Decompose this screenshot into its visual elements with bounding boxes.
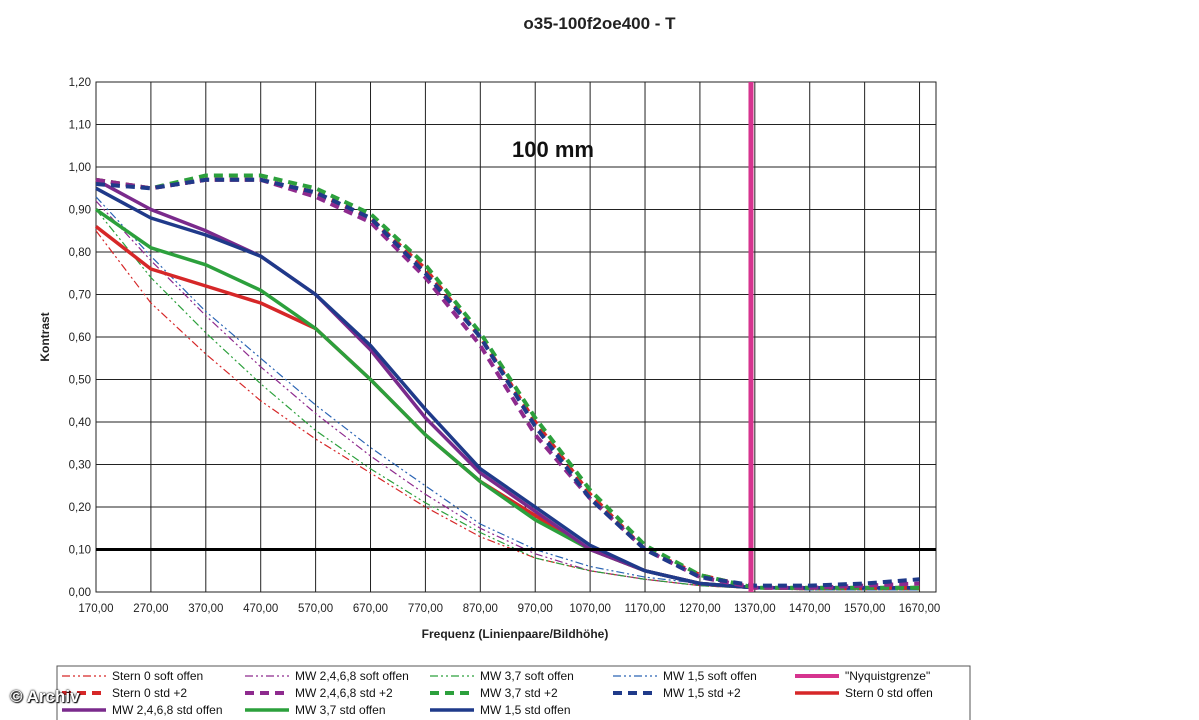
series-line bbox=[95, 196, 920, 591]
y-tick-label: 1,10 bbox=[69, 120, 91, 132]
x-tick-label: 1370,00 bbox=[734, 603, 776, 615]
legend-label: MW 2,4,6,8 std offen bbox=[112, 703, 223, 717]
series-lines bbox=[94, 173, 920, 591]
y-tick-label: 0,80 bbox=[69, 247, 91, 259]
legend-label: MW 2,4,6,8 soft offen bbox=[295, 669, 409, 683]
y-tick-label: 0,40 bbox=[69, 417, 91, 429]
chart-annotation: 100 mm bbox=[512, 137, 594, 162]
legend-label: Stern 0 std +2 bbox=[112, 686, 187, 700]
legend-label: MW 3,7 std offen bbox=[295, 703, 386, 717]
y-tick-label: 0,00 bbox=[69, 587, 91, 599]
y-tick-label: 0,70 bbox=[69, 290, 91, 302]
y-tick-label: 0,60 bbox=[69, 332, 91, 344]
y-tick-label: 0,30 bbox=[69, 460, 91, 472]
legend-label: MW 1,5 std +2 bbox=[663, 686, 741, 700]
series-line bbox=[95, 200, 920, 591]
x-tick-label: 870,00 bbox=[463, 603, 498, 615]
x-tick-label: 370,00 bbox=[188, 603, 223, 615]
x-tick-label: 1170,00 bbox=[625, 603, 666, 615]
x-tick-label: 1570,00 bbox=[844, 603, 886, 615]
x-tick-label: 1070,00 bbox=[569, 603, 611, 615]
tick-labels: 170,00 270,00 370,00 470,00 570,00 670,00 770,… bbox=[69, 77, 941, 615]
x-tick-label: 670,00 bbox=[353, 603, 388, 615]
series-line bbox=[95, 209, 920, 591]
series-line bbox=[95, 177, 920, 588]
x-tick-label: 1670,00 bbox=[899, 603, 941, 615]
y-tick-label: 1,00 bbox=[69, 162, 91, 174]
x-tick-label: 270,00 bbox=[133, 603, 168, 615]
y-tick-label: 0,10 bbox=[69, 545, 91, 557]
legend-label: Stern 0 std offen bbox=[845, 686, 933, 700]
x-tick-label: 170,00 bbox=[78, 603, 113, 615]
y-tick-label: 1,20 bbox=[69, 77, 91, 89]
legend-label: MW 1,5 soft offen bbox=[663, 669, 757, 683]
x-axis-label: Frequenz (Linienpaare/Bildhöhe) bbox=[422, 627, 609, 641]
y-tick-label: 0,90 bbox=[69, 205, 91, 217]
legend-label: MW 1,5 std offen bbox=[480, 703, 571, 717]
legend-label: MW 3,7 std +2 bbox=[480, 686, 558, 700]
x-tick-label: 1270,00 bbox=[679, 603, 721, 615]
x-tick-label: 770,00 bbox=[408, 603, 443, 615]
y-tick-label: 0,50 bbox=[69, 375, 91, 387]
y-tick-label: 0,20 bbox=[69, 502, 91, 514]
x-tick-label: 970,00 bbox=[518, 603, 553, 615]
legend-label: "Nyquistgrenze" bbox=[845, 669, 930, 683]
x-tick-label: 1470,00 bbox=[789, 603, 831, 615]
legend-label: MW 2,4,6,8 std +2 bbox=[295, 686, 393, 700]
x-tick-label: 570,00 bbox=[298, 603, 333, 615]
legend-label: MW 3,7 soft offen bbox=[480, 669, 574, 683]
legend-label: Stern 0 soft offen bbox=[112, 669, 203, 683]
copyright-watermark: © Archiv bbox=[10, 687, 80, 706]
y-axis-label: Kontrast bbox=[38, 312, 52, 361]
legend: Stern 0 soft offen MW 2,4,6,8 soft offen M… bbox=[56, 665, 971, 720]
x-tick-label: 470,00 bbox=[243, 603, 278, 615]
reference-lines bbox=[96, 82, 936, 592]
chart-title: o35-100f2oe400 - T bbox=[523, 14, 676, 33]
